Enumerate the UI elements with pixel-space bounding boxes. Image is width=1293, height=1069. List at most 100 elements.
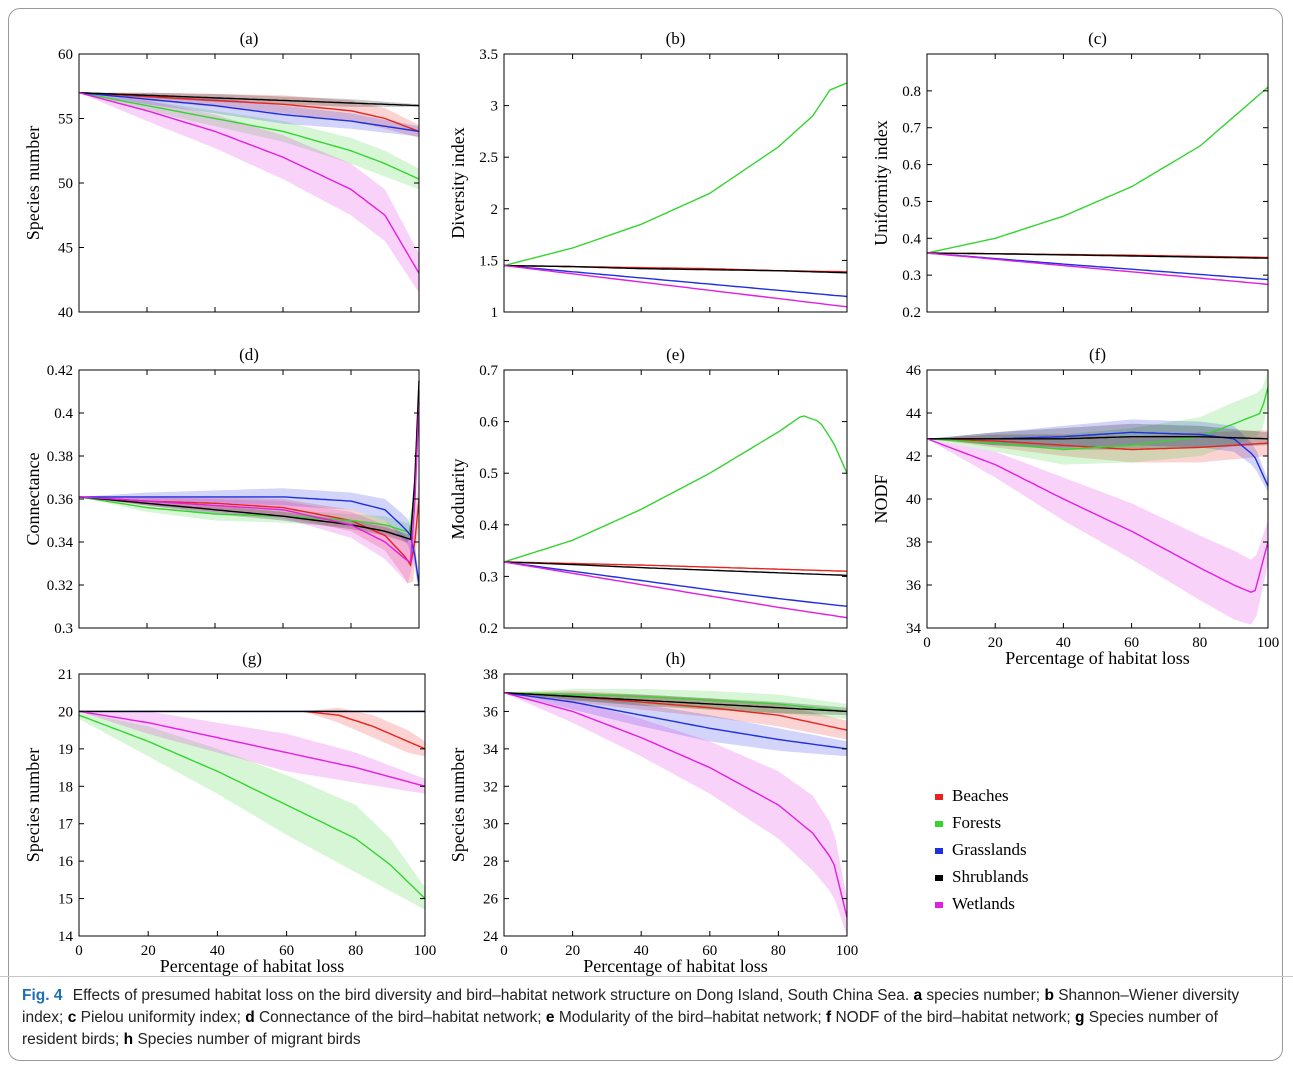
y-tick-label: 32 — [483, 779, 498, 795]
band-wetlands — [79, 92, 419, 293]
y-tick-label: 0.42 — [47, 363, 73, 379]
y-tick-label: 0.7 — [902, 121, 921, 137]
y-tick-label: 0.32 — [47, 578, 73, 594]
figure-caption: Fig. 4 Effects of presumed habitat loss … — [22, 985, 1272, 1051]
panel-letter: (h) — [666, 649, 686, 668]
x-tick-label: 20 — [988, 635, 1003, 651]
y-tick-label: 19 — [58, 742, 73, 758]
series-line-shrublands — [926, 252, 1269, 259]
y-tick-label: 17 — [58, 817, 74, 833]
band-wetlands — [504, 692, 847, 936]
panel-letter: (d) — [239, 345, 259, 364]
y-tick-label: 36 — [906, 578, 922, 594]
caption-part-f: f NODF of the bird–habitat network; — [825, 1009, 1071, 1026]
y-tick-label: 21 — [58, 667, 73, 683]
series-line-wetlands — [503, 692, 848, 918]
caption-part-g: g Species number of resident birds; — [22, 1009, 1218, 1048]
figure-label: Fig. 4 — [22, 987, 63, 1004]
band-forests — [79, 92, 419, 190]
legend-swatch-grasslands — [935, 848, 943, 854]
y-axis-label: Connectance — [23, 453, 43, 546]
y-tick-label: 1 — [491, 305, 499, 321]
series-line-wetlands — [926, 438, 1269, 593]
y-tick-label: 55 — [58, 112, 73, 128]
x-tick-label: 40 — [210, 943, 225, 959]
caption-part-a: a species number; — [913, 987, 1041, 1004]
series-line-wetlands — [78, 92, 420, 274]
y-tick-label: 50 — [58, 176, 73, 192]
y-tick-label: 38 — [906, 535, 921, 551]
series-line-grasslands — [79, 496, 420, 586]
y-tick-label: 2 — [491, 202, 499, 218]
y-tick-label: 0.7 — [479, 363, 498, 379]
legend: Beaches Forests Grasslands Shrublands Wetlan… — [935, 786, 1029, 913]
series-line-forests — [926, 86, 1269, 254]
caption-part-h: h Species number of migrant birds — [123, 1031, 361, 1048]
legend-swatch-shrublands — [935, 875, 943, 881]
panel-b: 1 1.5 2 2.5 3 3.5 (b) Diversity index — [448, 29, 848, 321]
y-tick-label: 14 — [58, 929, 74, 945]
series-line-beaches — [78, 92, 420, 133]
legend-label-beaches: Beaches — [952, 786, 1009, 805]
series-line-wetlands — [503, 561, 848, 619]
y-axis-label: Species number — [23, 748, 43, 862]
band-wetlands — [927, 438, 1268, 625]
caption-part-e: e Modularity of the bird–habitat network… — [545, 1009, 822, 1026]
y-tick-label: 42 — [906, 449, 921, 465]
y-tick-label: 0.3 — [479, 569, 498, 585]
series-line-shrublands — [927, 436, 1269, 440]
x-tick-label: 60 — [1124, 635, 1139, 651]
legend-label-grasslands: Grasslands — [952, 840, 1027, 859]
x-tick-label: 100 — [1257, 635, 1280, 651]
x-tick-label: 80 — [348, 943, 363, 959]
series-line-forests — [78, 714, 426, 900]
y-tick-label: 24 — [483, 929, 499, 945]
band-grasslands — [79, 92, 419, 137]
x-tick-label: 80 — [771, 943, 786, 959]
x-tick-label: 0 — [75, 943, 83, 959]
x-tick-label: 40 — [634, 943, 649, 959]
series-line-wetlands — [503, 264, 848, 308]
plot-frame — [926, 53, 1269, 313]
band-forests — [504, 689, 847, 719]
series-line-grasslands — [78, 92, 420, 133]
series-line-wetlands — [926, 252, 1269, 286]
y-tick-label: 3.5 — [479, 47, 498, 63]
y-tick-label: 0.4 — [479, 518, 498, 534]
y-axis-label: Species number — [448, 748, 468, 862]
x-tick-label: 60 — [702, 943, 717, 959]
y-tick-label: 2.5 — [479, 150, 498, 166]
band-grasslands — [504, 692, 847, 757]
series-line-shrublands — [78, 92, 420, 107]
caption-part-c: c Pielou uniformity index; — [67, 1009, 241, 1026]
series-line-forests — [503, 692, 848, 713]
band-wetlands — [79, 380, 419, 584]
band-forests — [927, 370, 1268, 465]
band-beaches — [303, 707, 425, 757]
y-tick-label: 0.2 — [479, 621, 498, 637]
y-tick-label: 34 — [483, 742, 499, 758]
y-tick-label: 40 — [906, 492, 921, 508]
band-beaches — [79, 477, 419, 584]
legend-label-forests: Forests — [952, 813, 1001, 832]
y-tick-label: 0.2 — [902, 305, 921, 321]
panel-c: 0.2 0.3 0.4 0.5 0.6 0.7 0.8 (c) Uniformity index — [871, 29, 1269, 321]
series-line-forests — [78, 391, 420, 534]
y-tick-label: 36 — [483, 704, 499, 720]
panel-letter: (a) — [240, 29, 259, 48]
x-tick-label: 100 — [836, 943, 859, 959]
panel-f: 34 36 38 40 42 44 46 0 20 40 60 80 100 (f) NODF Percent… — [871, 345, 1279, 668]
y-tick-label: 30 — [483, 817, 498, 833]
y-tick-label: 26 — [483, 892, 499, 908]
y-tick-label: 28 — [483, 854, 498, 870]
figure-panels: 40 45 50 55 60 (a) Species number 1 1.5 2 2.5 3 3.5 (… — [23, 29, 1279, 976]
y-tick-label: 0.6 — [479, 415, 498, 431]
y-tick-label: 3 — [491, 99, 499, 115]
series-line-wetlands — [78, 710, 426, 787]
x-tick-label: 80 — [1192, 635, 1207, 651]
band-shrublands — [79, 376, 419, 543]
y-tick-label: 40 — [58, 305, 73, 321]
band-wetlands — [79, 711, 425, 794]
caption-part-d: d Connectance of the bird–habitat networ… — [245, 1009, 542, 1026]
y-tick-label: 1.5 — [479, 253, 498, 269]
